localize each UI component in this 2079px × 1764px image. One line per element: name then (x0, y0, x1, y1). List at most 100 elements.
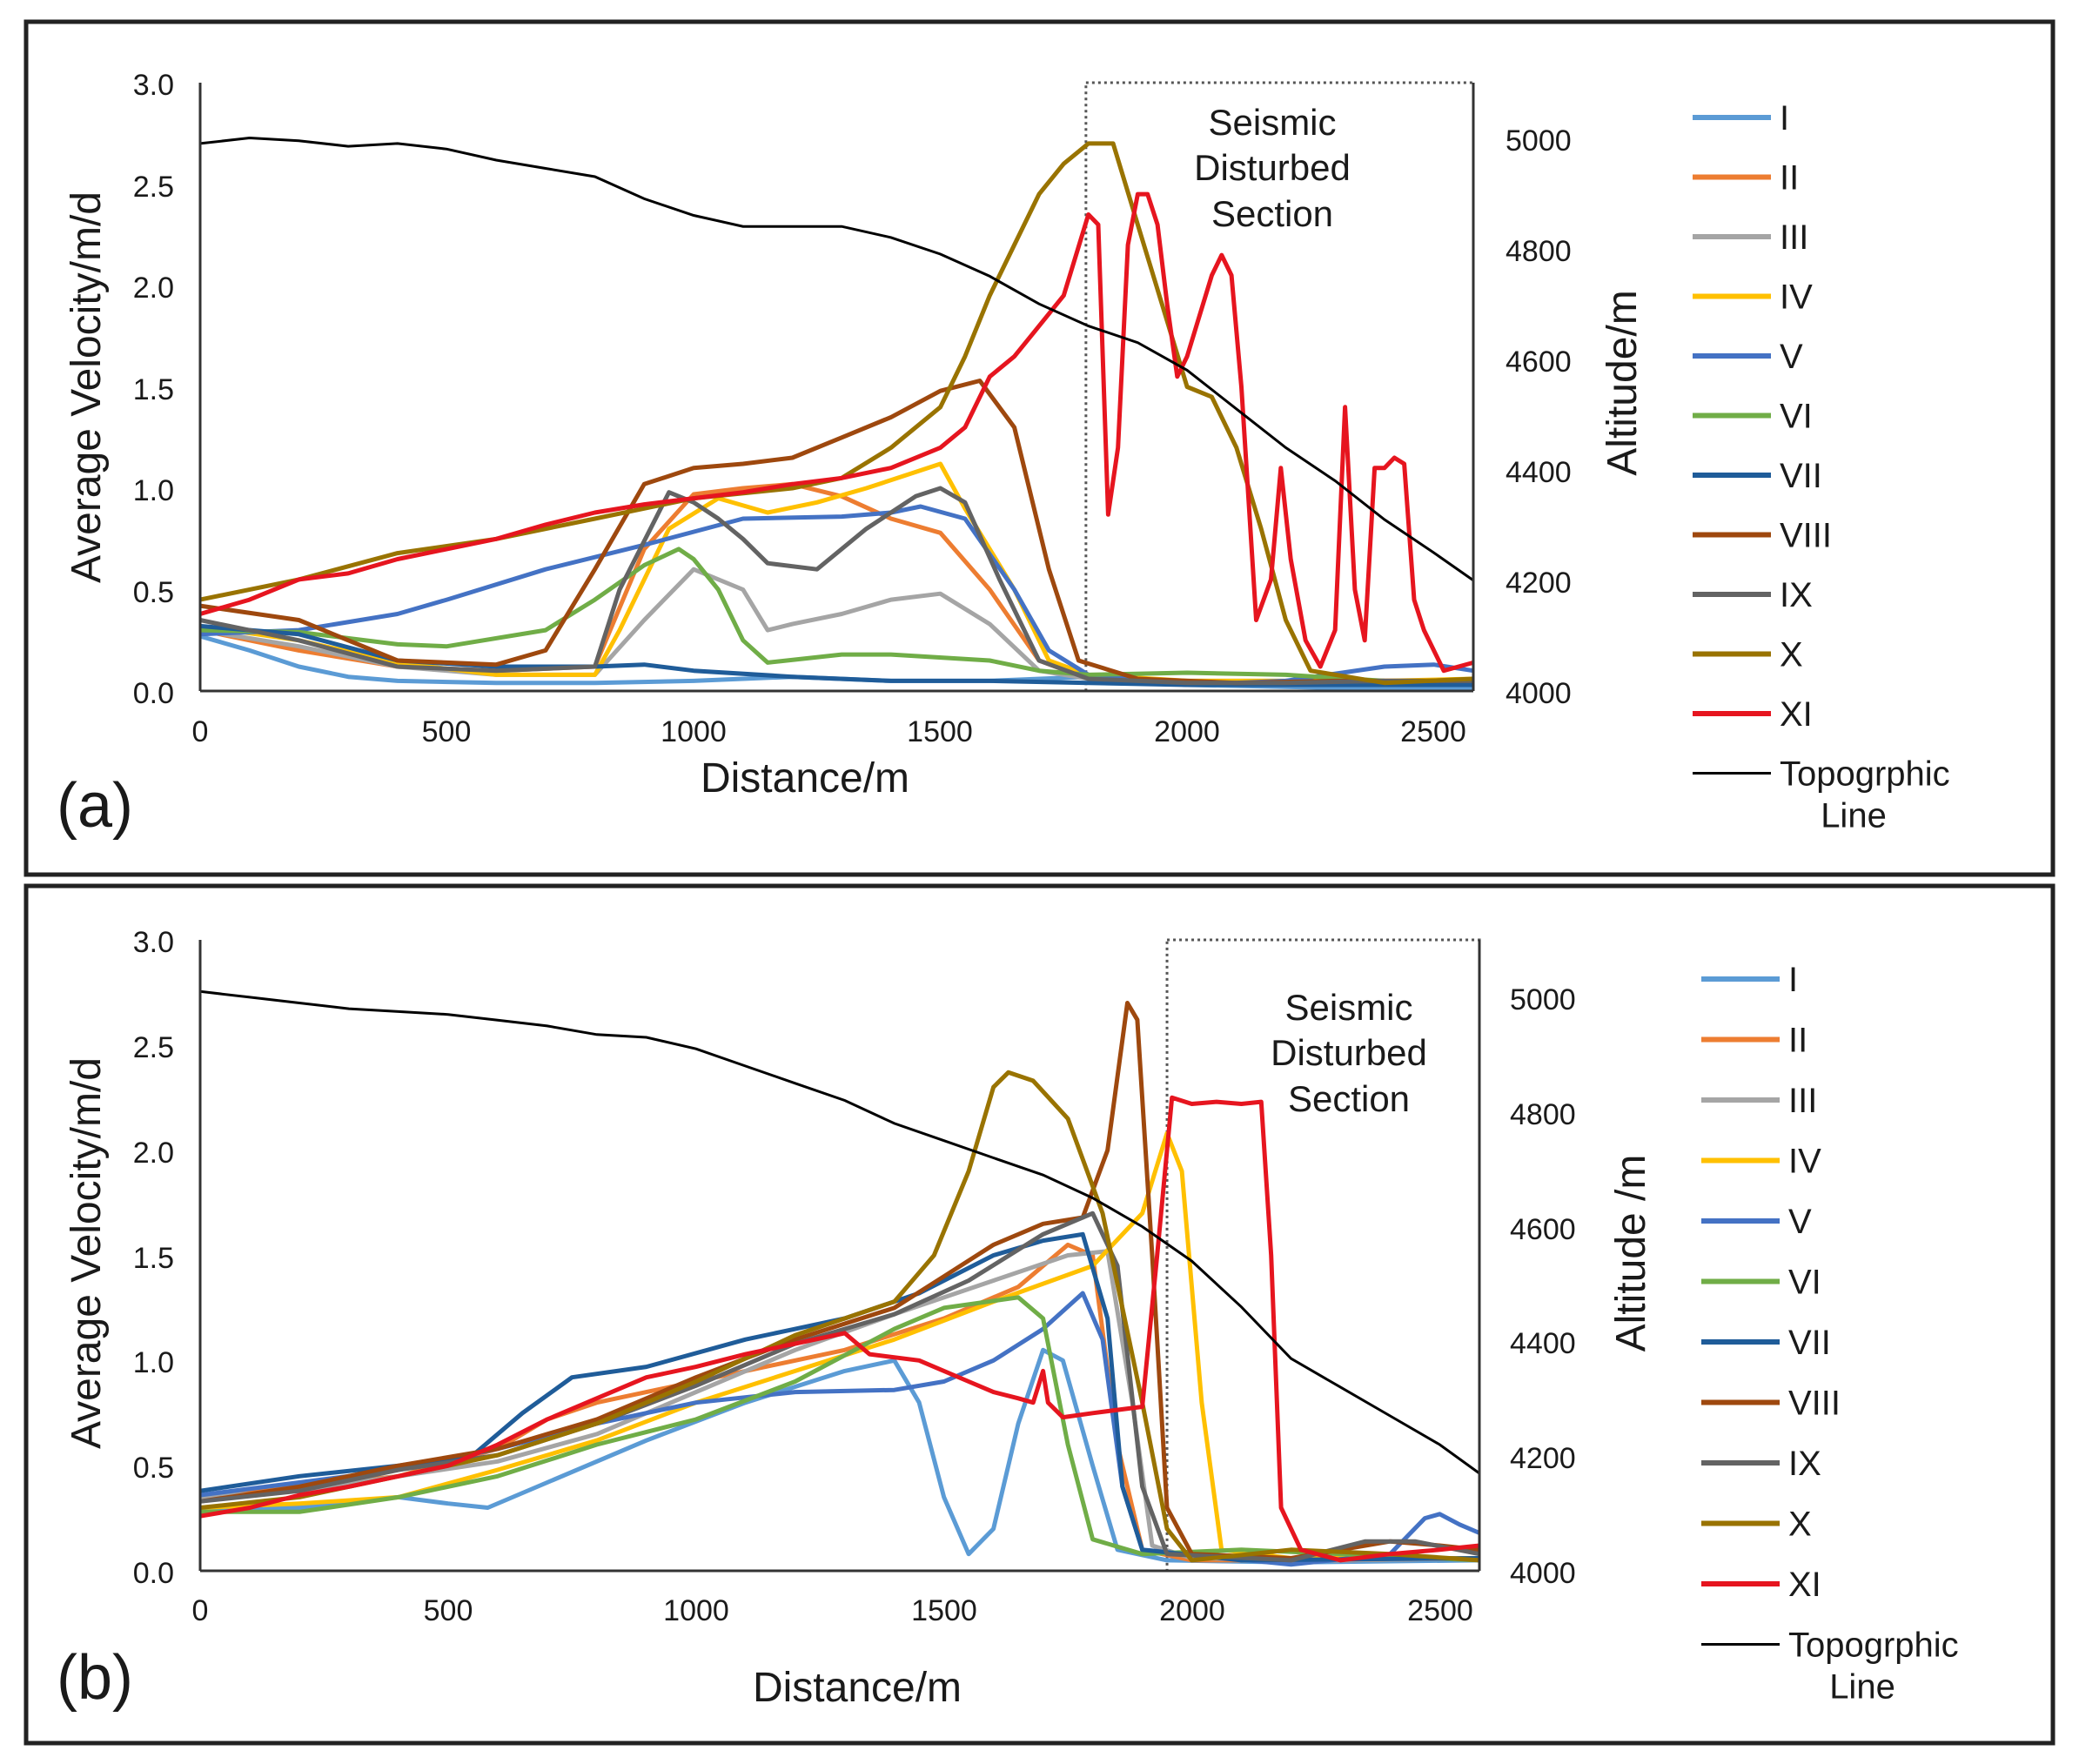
panel-b-legend-label-X: X (1788, 1506, 1812, 1544)
panel-b-seismic-label-3: Section (1288, 1078, 1410, 1119)
panel-a-xtick: 2500 (1400, 715, 1466, 748)
panel-a-legend-label-XI: XI (1780, 695, 1813, 734)
panel-a-seismic-label-1: Seismic (1208, 102, 1336, 143)
panel-b-legend-label-III: III (1788, 1082, 1817, 1120)
panel-a-series-IX (199, 486, 1473, 686)
panel-b-series-XI (199, 1095, 1480, 1563)
panel-a-series-XI (199, 191, 1474, 674)
panel-a-ytick: 0.5 (133, 576, 174, 609)
panel-b-series-VII (199, 1231, 1480, 1563)
panel-b-y2tick: 5000 (1510, 983, 1576, 1016)
panel-a-y2-axis-label: Altitude/m (1599, 290, 1646, 475)
panel-a-y2tick: 4800 (1506, 235, 1572, 268)
panel-b-x-axis-label: Distance/m (753, 1665, 962, 1711)
panel-a-x-axis-label: Distance/m (701, 755, 909, 802)
panel-b-y2tick: 4800 (1510, 1098, 1576, 1131)
panel-a-legend-label-IV: IV (1780, 278, 1813, 317)
panel-a-legend-label-I: I (1780, 99, 1789, 137)
panel-a-legend-label-V: V (1780, 338, 1803, 376)
panel-b-seismic-label-2: Disturbed (1271, 1032, 1427, 1073)
panel-a-ytick: 2.5 (133, 171, 174, 204)
panel-a-legend-label-topo: Topogrphic (1780, 755, 1950, 794)
panel-a-legend-label-III: III (1780, 218, 1808, 257)
panel-b-y-ticks: 0.0 0.5 1.0 1.5 2.0 2.5 3.0 (133, 926, 174, 1590)
panel-a-series-X (199, 141, 1474, 686)
panel-b-ytick: 1.0 (133, 1346, 174, 1379)
panel-b-legend-label-IX: IX (1788, 1445, 1821, 1483)
panel-a-series-VI (199, 547, 1474, 686)
panel-a-ytick: 1.0 (133, 474, 174, 507)
panel-a-seismic-label-3: Section (1211, 193, 1333, 234)
panel-a-topographic-line (199, 136, 1474, 582)
panel-b-ytick: 0.0 (133, 1557, 174, 1590)
panel-a-seismic-label-2: Disturbed (1194, 147, 1351, 188)
panel-b-panel-label: (b) (57, 1643, 133, 1713)
panel-b-legend-label-II: II (1788, 1022, 1807, 1060)
panel-b-legend-label-topo: Topogrphic (1788, 1627, 1959, 1665)
panel-a-x-ticks: 0 500 1000 1500 2000 2500 (192, 715, 1466, 748)
panel-b-legend-label-topo-2: Line (1829, 1668, 1895, 1707)
panel-a-xtick: 0 (192, 715, 209, 748)
panel-b-xtick: 1500 (911, 1594, 977, 1627)
panel-a-y-ticks: 0.0 0.5 1.0 1.5 2.0 2.5 3.0 (133, 69, 174, 710)
panel-b-frame (23, 883, 2056, 1746)
panel-b-xtick: 1000 (663, 1594, 729, 1627)
panel-b-series-IX (199, 1211, 1480, 1563)
panel-b-ytick: 2.0 (133, 1137, 174, 1170)
panel-a-series-group (199, 141, 1474, 692)
panel-b: Seismic Disturbed Section 0.0 0.5 1.0 1.… (57, 926, 1959, 1713)
panel-a-legend-label-II: II (1780, 159, 1799, 198)
panel-b-series-I (200, 1347, 1480, 1565)
panel-b-series-X (199, 1070, 1480, 1563)
panel-a-xtick: 500 (422, 715, 472, 748)
panel-a-ytick: 3.0 (133, 69, 174, 102)
panel-b-legend-label-VI: VI (1788, 1264, 1821, 1302)
panel-b-ytick: 1.5 (133, 1242, 174, 1275)
panel-b-y2tick: 4600 (1510, 1213, 1576, 1246)
panel-b-x-ticks: 0 500 1000 1500 2000 2500 (192, 1594, 1473, 1627)
panel-a-legend-label-X: X (1780, 636, 1803, 674)
panel-a-legend-label-VII: VII (1780, 457, 1822, 495)
panel-b-ytick: 3.0 (133, 926, 174, 959)
panel-b-legend-label-I: I (1788, 961, 1798, 999)
panel-a-xtick: 1000 (661, 715, 727, 748)
panel-a-y2tick: 4600 (1506, 345, 1572, 379)
panel-b-ytick: 2.5 (133, 1031, 174, 1064)
panel-b-series-IV (199, 1130, 1479, 1560)
panel-a-y2-ticks: 4000 4200 4400 4600 4800 5000 (1506, 124, 1572, 710)
panel-a-ytick: 0.0 (133, 677, 174, 710)
panel-b-y2-ticks: 4000 4200 4400 4600 4800 5000 (1510, 983, 1576, 1590)
panel-a-legend-label-VI: VI (1780, 398, 1813, 436)
panel-a-xtick: 1500 (907, 715, 973, 748)
panel-a-y2tick: 4400 (1506, 456, 1572, 489)
panel-b-xtick: 2000 (1159, 1594, 1225, 1627)
panel-b-y-axis-label: Average Velocity/m/d (64, 1057, 110, 1449)
panel-a-panel-label: (a) (57, 771, 133, 841)
panel-a-y2tick: 4000 (1506, 677, 1572, 710)
panel-a: Seismic Disturbed Section 0.0 0.5 1.0 1.… (57, 69, 1950, 841)
panel-b-legend-label-IV: IV (1788, 1143, 1821, 1181)
panel-a-legend-label-IX: IX (1780, 576, 1813, 614)
panel-a-y-axis-label: Average Velocity/m/d (64, 191, 110, 583)
panel-b-y2-axis-label: Altitude /m (1608, 1155, 1654, 1352)
panel-a-frame (23, 19, 2056, 877)
panel-b-legend-label-XI: XI (1788, 1566, 1821, 1604)
panel-a-y2tick: 5000 (1506, 124, 1572, 158)
panel-b-y2tick: 4000 (1510, 1557, 1576, 1590)
panel-b-series-group (199, 1001, 1480, 1567)
panel-a-series-VIII (199, 379, 1473, 686)
panel-a-legend-label-VIII: VIII (1780, 517, 1832, 555)
panel-b-seismic-label-1: Seismic (1284, 987, 1412, 1028)
panel-a-legend-label-topo-2: Line (1821, 797, 1887, 835)
panel-a-xtick: 2000 (1154, 715, 1220, 748)
panel-a-ytick: 1.5 (133, 373, 174, 406)
panel-b-xtick: 2500 (1407, 1594, 1473, 1627)
panel-b-y2tick: 4400 (1510, 1327, 1576, 1360)
panel-a-ytick: 2.0 (133, 272, 174, 305)
panel-b-series-III (199, 1249, 1480, 1563)
panel-a-y2tick: 4200 (1506, 567, 1572, 600)
panel-b-legend-label-VIII: VIII (1788, 1385, 1841, 1423)
panel-b-legend-label-VII: VII (1788, 1324, 1831, 1362)
